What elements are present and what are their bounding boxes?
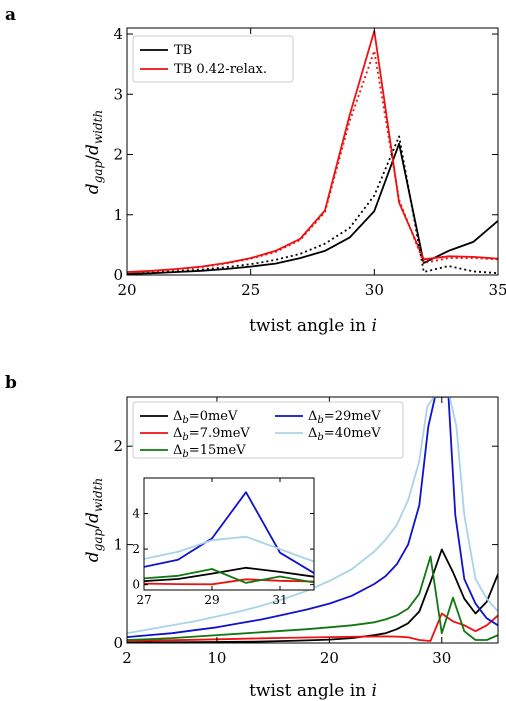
- panel-b-xtick-label: 20: [320, 649, 339, 667]
- panel-a-xtick-label: 35: [488, 281, 506, 299]
- panel-a-ytick-label: 2: [113, 146, 123, 164]
- panel-b-series-line-4: [127, 397, 498, 635]
- legend-b-label-1: Δb=7.9meV: [173, 426, 250, 443]
- panel-a-ytick-label: 0: [113, 266, 123, 284]
- panel-a-xlabel: twist angle in i: [249, 316, 377, 336]
- panel-a-series-line-2: [127, 135, 498, 275]
- legend-b-label-4: Δb=40meV: [308, 426, 381, 443]
- panel-b-xtick-label: 30: [432, 649, 451, 667]
- legend-b-label-2: Δb=15meV: [173, 443, 246, 460]
- panel-b-xtick-label: 10: [207, 649, 226, 667]
- panel-a-legend: TB TB 0.42-relax.: [132, 35, 294, 83]
- panel-b-ylabel: dgap/dwidth: [83, 478, 105, 562]
- inset-chart: 27 29 31 0 2 4: [132, 477, 315, 607]
- inset-xtick-label: 31: [272, 593, 287, 607]
- legend-b-label-0: Δb=0meV: [173, 409, 238, 426]
- inset-ytick-label: 4: [132, 507, 140, 521]
- panel-a-ylabel: dgap/dwidth: [83, 110, 105, 194]
- inset-xtick-label: 27: [136, 593, 151, 607]
- panel-a-series: [127, 30, 498, 275]
- inset-series: [144, 491, 314, 586]
- panel-b-series-line-2: [127, 555, 498, 641]
- panel-a-xtick-label: 25: [241, 281, 260, 299]
- inset-series-line-3: [144, 491, 314, 574]
- panel-a-ticks: 20 25 30 35 0 1 2 3 4: [113, 25, 506, 299]
- panel-b-frame: [126, 396, 499, 644]
- panel-b-series-line-3: [127, 397, 498, 638]
- inset-frame: [143, 477, 315, 591]
- panel-b-ytick-label: 0: [113, 634, 123, 652]
- legend-b-label-3: Δb=29meV: [308, 409, 381, 426]
- panel-a-frame: [126, 27, 499, 276]
- panel-b-series-line-0: [127, 548, 498, 643]
- inset-series-line-0: [144, 566, 314, 582]
- panel-b-xlabel: twist angle in i: [249, 681, 377, 701]
- panel-b-ytick-label: 1: [113, 536, 123, 554]
- panel-a-xtick-label: 20: [117, 281, 136, 299]
- panel-a-series-line-3: [127, 50, 498, 274]
- panel-a-letter: a: [5, 5, 16, 25]
- inset-xtick-label: 29: [204, 593, 219, 607]
- inset-ticks: 27 29 31 0 2 4: [132, 478, 314, 607]
- inset-ytick-label: 0: [132, 578, 140, 592]
- legend-a-label-tb-relax: TB 0.42-relax.: [174, 62, 267, 77]
- panel-b-ytick-label: 2: [113, 437, 123, 455]
- panel-a-ytick-label: 1: [113, 206, 123, 224]
- inset-series-line-1: [144, 578, 314, 586]
- panel-a-series-line-1: [127, 30, 498, 273]
- panel-b-series: [127, 397, 498, 643]
- panel-b-xtick-label: 2: [122, 649, 132, 667]
- panel-b-letter: b: [5, 373, 17, 393]
- inset-ytick-label: 2: [132, 542, 140, 556]
- legend-a-label-tb: TB: [174, 43, 192, 58]
- panel-b-series-line-1: [127, 612, 498, 642]
- inset-series-line-2: [144, 568, 314, 584]
- legend-b-frame: [132, 401, 404, 459]
- panel-a-ytick-label: 4: [113, 25, 123, 43]
- panel-a-xtick-label: 30: [365, 281, 384, 299]
- panel-a-ytick-label: 3: [113, 85, 123, 103]
- panel-a-series-line-0: [127, 142, 498, 275]
- inset-series-line-4: [144, 535, 314, 563]
